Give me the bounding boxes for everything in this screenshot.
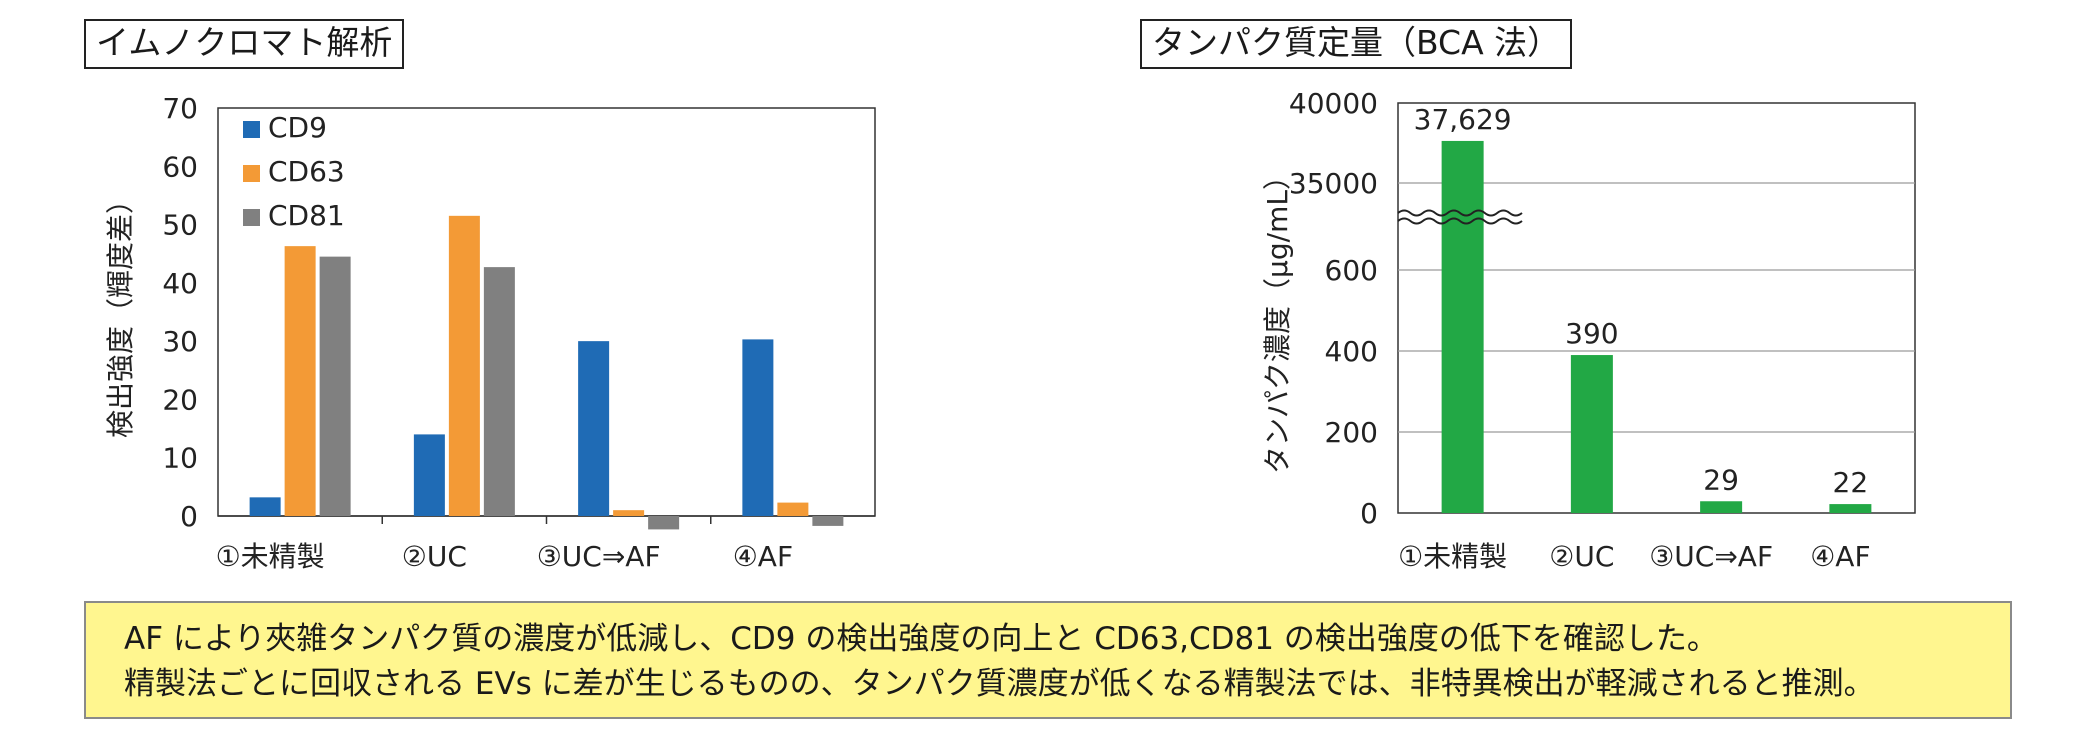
legend-label: CD81 (268, 199, 345, 232)
y-tick-label: 0 (1360, 497, 1378, 530)
y-axis-label: 検出強度（輝度差） (104, 186, 137, 438)
legend-label: CD9 (268, 111, 327, 144)
bar-protein (1441, 140, 1484, 513)
y-tick-label: 600 (1325, 254, 1378, 287)
legend-swatch-cd9 (243, 121, 260, 138)
bar-protein (1570, 355, 1613, 513)
y-tick-label: 50 (162, 209, 198, 242)
data-label: 37,629 (1414, 103, 1512, 136)
immunochromatography-chart: 0 10 20 30 40 50 60 70 ①未精製 ②UC ③UC⇒AF ④AF CD9 CD63 CD… (104, 92, 876, 573)
x-tick-label: ④AF (1810, 540, 1870, 573)
summary-line-1: AF により夾雑タンパク質の濃度が低減し、CD9 の検出強度の向上と CD63,… (124, 621, 1718, 657)
bar-cd9 (249, 497, 281, 516)
x-tick-label: ④AF (733, 540, 793, 573)
left-chart-title: イムノクロマト解析 (84, 19, 405, 69)
y-tick-label: 60 (162, 150, 198, 183)
summary-box: AF により夾雑タンパク質の濃度が低減し、CD9 の検出強度の向上と CD63,… (84, 601, 2012, 719)
y-tick-label: 30 (162, 325, 198, 358)
y-tick-label: 10 (162, 442, 198, 475)
axis-break-mark (1397, 217, 1523, 225)
bca-protein-chart: 0 200 400 600 35000 40000 37,629 ①未精製 390 ②UC 29 ③U… (1261, 87, 1916, 573)
bar-cd9 (742, 339, 774, 516)
bar-protein (1829, 504, 1872, 513)
data-label: 22 (1833, 466, 1869, 499)
x-tick-label: ②UC (402, 540, 467, 573)
y-tick-label: 40 (162, 267, 198, 300)
bar-cd63 (777, 502, 809, 516)
summary-line-2: 精製法ごとに回収される EVs に差が生じるものの、タンパク質濃度が低くなる精製… (124, 666, 1875, 702)
y-axis-label: タンパク濃度（μg/mL） (1261, 162, 1294, 474)
y-tick-label: 40000 (1289, 87, 1378, 120)
x-tick-label: ①未精製 (1398, 540, 1507, 573)
legend-label: CD63 (268, 155, 345, 188)
x-tick-label: ②UC (1549, 540, 1614, 573)
bar-cd81 (812, 516, 844, 526)
y-tick-label: 35000 (1289, 167, 1378, 200)
legend-swatch-cd63 (243, 165, 260, 182)
bar-cd63 (613, 510, 645, 516)
data-label: 29 (1703, 463, 1739, 496)
bar-cd63 (448, 215, 480, 517)
bar-cd81 (483, 267, 515, 516)
bar-cd9 (413, 434, 445, 516)
right-chart-title: タンパク質定量（BCA 法） (1140, 19, 1573, 69)
y-tick-label: 200 (1325, 416, 1378, 449)
data-label: 390 (1565, 317, 1618, 350)
bar-cd9 (578, 341, 610, 516)
x-tick-label: ①未精製 (216, 540, 325, 573)
y-tick-label: 0 (180, 500, 198, 533)
bar-cd81 (319, 256, 351, 516)
x-tick-label: ③UC⇒AF (537, 540, 661, 573)
bar-cd63 (284, 246, 316, 516)
y-tick-label: 400 (1325, 335, 1378, 368)
bar-cd81 (648, 516, 680, 530)
y-tick-label: 20 (162, 383, 198, 416)
axis-break-mark (1397, 209, 1523, 217)
plot-area-frame (1397, 102, 1916, 514)
y-tick-label: 70 (162, 92, 198, 125)
legend-swatch-cd81 (243, 209, 260, 226)
x-tick-label: ③UC⇒AF (1649, 540, 1773, 573)
bar-protein (1700, 501, 1743, 513)
